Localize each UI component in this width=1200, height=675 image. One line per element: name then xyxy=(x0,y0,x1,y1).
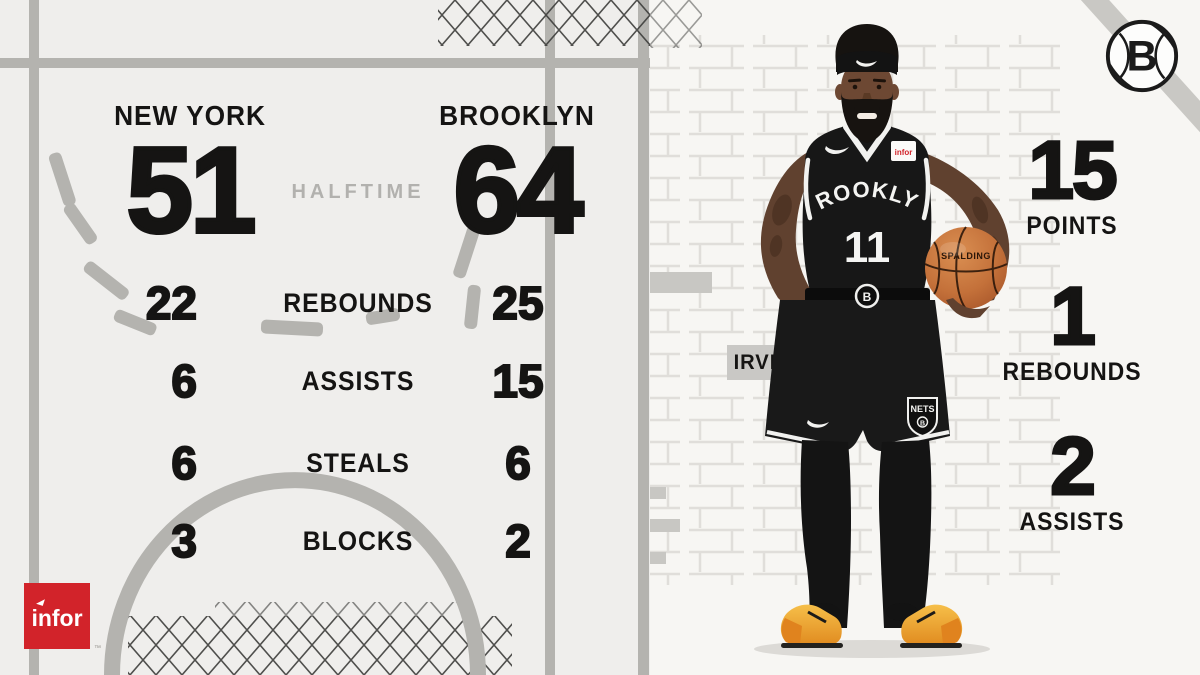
nike-swoosh-icon xyxy=(856,60,877,67)
player-stat-rebounds: 1 REBOUNDS xyxy=(972,271,1172,386)
player-hand xyxy=(946,298,990,319)
center-circle-dashes xyxy=(48,152,481,337)
svg-text:B: B xyxy=(920,421,925,428)
player-shoes xyxy=(780,603,963,648)
home-team-score: 64 xyxy=(451,122,585,258)
home-team-name: BROOKLYN xyxy=(439,100,595,131)
home-rebounds: 25 xyxy=(491,276,544,330)
player-mouth xyxy=(857,113,877,119)
period-label: HALFTIME xyxy=(291,181,425,203)
svg-text:SPALDING: SPALDING xyxy=(941,251,991,261)
player-stat-assists: 2 ASSISTS xyxy=(972,421,1172,536)
stat-row-blocks: 3 BLOCKS 2 xyxy=(0,514,650,568)
home-team-block: BROOKLYN 64 xyxy=(382,100,652,258)
headband xyxy=(837,51,897,75)
nets-basketball-b-icon: B xyxy=(1105,19,1179,93)
stat-label: BLOCKS xyxy=(302,526,414,556)
away-blocks: 3 xyxy=(170,514,198,568)
court-drawing xyxy=(0,0,650,675)
court-lines xyxy=(0,0,650,675)
assists-value: 2 xyxy=(1049,421,1098,512)
rebounds-label: REBOUNDS xyxy=(1002,358,1142,386)
trademark-symbol: ™ xyxy=(94,645,101,652)
away-team-block: NEW YORK 51 xyxy=(55,100,325,258)
stat-label: REBOUNDS xyxy=(283,288,433,318)
infor-chest-patch: infor xyxy=(891,141,916,161)
stat-row-assists: 6 ASSISTS 15 xyxy=(0,354,650,408)
scoreboard-panel: NEW YORK 51 HALFTIME BROOKLYN 64 22 REBO… xyxy=(0,0,650,675)
player-photo: infor BROOKLYN 11 B NETS xyxy=(650,0,1010,658)
rebounds-value: 1 xyxy=(1049,271,1098,362)
player-ear xyxy=(835,84,845,100)
shorts xyxy=(765,300,950,452)
svg-text:B: B xyxy=(863,290,872,304)
player-nose xyxy=(862,93,872,100)
basketball: SPALDING xyxy=(924,226,1008,310)
fence-top xyxy=(438,0,650,46)
away-team-score: 51 xyxy=(124,122,258,258)
stat-row-rebounds: 22 REBOUNDS 25 xyxy=(0,276,650,330)
svg-text:B: B xyxy=(1127,33,1158,81)
assists-label: ASSISTS xyxy=(1019,508,1125,536)
nets-shorts-badge: NETS B xyxy=(907,397,938,438)
belt-logo: B xyxy=(854,283,880,309)
fence-top-right xyxy=(650,0,702,48)
infor-sponsor-logo: infor ™ xyxy=(24,583,101,652)
away-assists: 6 xyxy=(170,354,198,408)
nike-swoosh-icon xyxy=(825,146,849,155)
infor-wordmark: infor xyxy=(31,604,83,631)
player-ear xyxy=(889,84,899,100)
wall-gray-marks xyxy=(650,272,712,564)
svg-text:NETS: NETS xyxy=(910,404,934,414)
player-panel: IRVING xyxy=(650,0,1200,675)
away-steals: 6 xyxy=(170,436,198,490)
shorts-nike-swoosh-icon xyxy=(807,420,829,428)
points-value: 15 xyxy=(1027,125,1119,216)
jersey-trim xyxy=(803,124,931,221)
player-legs xyxy=(800,440,932,628)
away-team-name: NEW YORK xyxy=(114,100,266,131)
player-eyes xyxy=(848,78,886,90)
player-mustache xyxy=(854,105,880,111)
fence-bottom xyxy=(128,602,512,675)
home-blocks: 2 xyxy=(504,514,532,568)
stat-label: ASSISTS xyxy=(301,366,415,396)
home-steals: 6 xyxy=(504,436,532,490)
stat-row-steals: 6 STEALS 6 xyxy=(0,436,650,490)
away-rebounds: 22 xyxy=(145,276,198,330)
jersey xyxy=(802,123,932,302)
stat-label: STEALS xyxy=(306,448,410,478)
jersey-number: 11 xyxy=(844,223,891,272)
points-label: POINTS xyxy=(1026,212,1118,240)
three-point-arc xyxy=(104,472,486,675)
player-stat-points: 15 POINTS xyxy=(972,125,1172,240)
home-assists: 15 xyxy=(491,354,544,408)
svg-text:infor: infor xyxy=(895,148,913,157)
